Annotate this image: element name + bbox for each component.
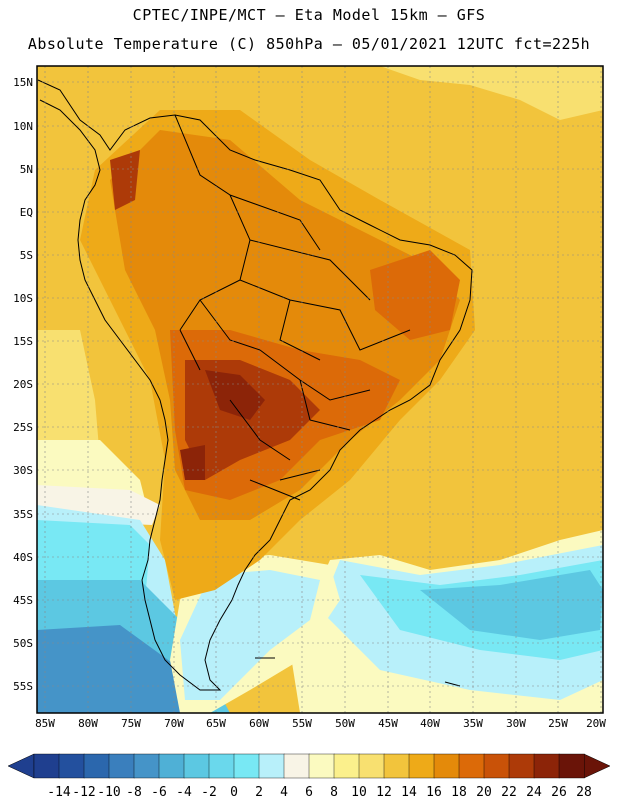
colorbar-label: 24 [526,785,542,800]
lat-label: 30S [13,464,33,477]
lon-label: 55W [292,717,312,730]
lat-labels: 15N 10N 5N EQ 5S 10S 15S 20S 25S 30S 35S… [13,76,33,693]
graticule [37,66,603,713]
lat-label: 5S [20,249,33,262]
colorbar-swatch [33,753,60,779]
ocean-north-mid-region [380,66,603,120]
lon-label: 40W [420,717,440,730]
colorbar-label: 16 [426,785,442,800]
lat-label: 45S [13,594,33,607]
pacific-mid-region [37,330,100,470]
colorbar-label: 14 [401,785,417,800]
colorbar-label: 28 [576,785,592,800]
colorbar-label: -8 [126,785,142,800]
colorbar-swatch [158,753,185,779]
lon-label: 20W [586,717,606,730]
colorbar-label: -4 [176,785,192,800]
lat-label: 15N [13,76,33,89]
lat-label: EQ [20,206,33,219]
colorbar-label: -14 [47,785,71,800]
chaco-peak-region [205,370,265,420]
lat-label: 50S [13,637,33,650]
map-title: CPTEC/INPE/MCT – Eta Model 15km – GFS [132,6,486,24]
colorbar-label: 18 [451,785,467,800]
colorbar-swatch [83,753,110,779]
colorbar-label: 4 [280,785,288,800]
lat-label: 35S [13,508,33,521]
colorbar-label: 0 [230,785,238,800]
colorbar-swatch [333,753,360,779]
lon-label: 75W [121,717,141,730]
lon-label: 25W [548,717,568,730]
lat-label: 10S [13,292,33,305]
lat-label: 20S [13,378,33,391]
lat-label: 15S [13,335,33,348]
colorbar-label: 12 [376,785,392,800]
colorbar-label: 22 [501,785,517,800]
colorbar-label: 10 [351,785,367,800]
colorbar-label: -6 [151,785,167,800]
temperature-field [37,66,603,713]
andes-north-hot-region [110,150,140,210]
colorbar-swatch [133,753,160,779]
colorbar-label: -12 [72,785,95,800]
colorbar-label: 26 [551,785,567,800]
colorbar-label: -2 [201,785,217,800]
colorbar-swatch [533,753,560,779]
lon-label: 35W [463,717,483,730]
south-america-coast [37,79,473,691]
colorbar-swatch [483,753,510,779]
colorbar-swatch [258,753,285,779]
islands-coast [255,657,461,687]
colorbar-swatch [108,753,135,779]
colorbar-swatch [58,753,85,779]
coastlines [37,79,473,691]
pacific-cold-blue-region [37,625,200,713]
lon-label: 30W [506,717,526,730]
colorbar-swatch [408,753,435,779]
colorbar-swatch [233,753,260,779]
colorbar-label: 2 [255,785,263,800]
lon-label: 70W [164,717,184,730]
lat-label: 5N [20,163,33,176]
lat-label: 55S [13,680,33,693]
colorbar-swatch [183,753,210,779]
colorbar-swatch [383,753,410,779]
lon-label: 45W [378,717,398,730]
lon-labels: 85W 80W 75W 70W 65W 60W 55W 50W 45W 40W … [35,717,606,730]
colorbar-swatch [508,753,535,779]
patagonia-cold-light-region [180,570,320,700]
colorbar-high-arrow [583,753,611,779]
colorbar-swatch [458,753,485,779]
pampa-peak-region [180,445,205,480]
lon-label: 80W [78,717,98,730]
country-borders [174,114,411,501]
atlantic-cold-teal-region [420,570,603,640]
lon-label: 65W [206,717,226,730]
colorbar-low-arrow [7,753,35,779]
colorbar-swatch [308,753,335,779]
lon-label: 60W [249,717,269,730]
colorbar-label: 6 [305,785,313,800]
colorbar-swatch [358,753,385,779]
colorbar-swatch [283,753,310,779]
colorbar: -14 -12 -10 -8 -6 -4 -2 0 2 4 6 8 10 12 14 16 18 20 22 24 26… [7,753,611,800]
colorbar-label: 20 [476,785,492,800]
lat-label: 25S [13,421,33,434]
colorbar-swatch [433,753,460,779]
lat-label: 10N [13,120,33,133]
colorbar-swatch [208,753,235,779]
northeast-hot-region [370,250,460,340]
colorbar-label: 8 [330,785,338,800]
lon-label: 50W [335,717,355,730]
map-subtitle: Absolute Temperature (C) 850hPa – 05/01/… [27,35,591,53]
lon-label: 85W [35,717,55,730]
lat-label: 40S [13,551,33,564]
colorbar-label: -10 [97,785,120,800]
map-frame [36,65,604,714]
colorbar-swatch [558,753,585,779]
